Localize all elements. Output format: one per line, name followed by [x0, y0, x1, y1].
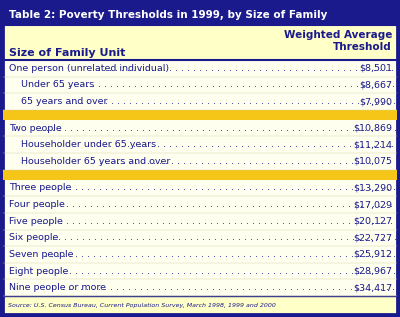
Text: . . . . . . . . . . . . . . . . . . . . . . . . . . . . . . . . . . . . . . . . : . . . . . . . . . . . . . . . . . . . . …: [69, 97, 399, 106]
Text: Four people: Four people: [9, 200, 65, 209]
Text: Householder 65 years and over: Householder 65 years and over: [21, 157, 170, 166]
Text: . . . . . . . . . . . . . . . . . . . . . . . . . . . . . . . . . . . . . . . . : . . . . . . . . . . . . . . . . . . . . …: [40, 233, 400, 242]
Text: Six people: Six people: [9, 233, 58, 242]
Text: . . . . . . . . . . . . . . . . . . . . . . . . . . . . . . . . . . . . . . . . : . . . . . . . . . . . . . . . . . . . . …: [92, 140, 398, 149]
Bar: [3, 3, 397, 25]
Text: . . . . . . . . . . . . . . . . . . . . . . . . . . . . . . . . . . . . . . . . : . . . . . . . . . . . . . . . . . . . . …: [97, 64, 397, 73]
Text: $10,869: $10,869: [353, 124, 392, 133]
Text: Weighted Average: Weighted Average: [284, 30, 392, 40]
Text: $7,990: $7,990: [359, 97, 392, 106]
Text: 65 years and over: 65 years and over: [21, 97, 108, 106]
Text: $20,127: $20,127: [353, 217, 392, 226]
Text: Five people: Five people: [9, 217, 63, 226]
Text: . . . . . . . . . . . . . . . . . . . . . . . . . . . . . . . . . . . . . . . . : . . . . . . . . . . . . . . . . . . . . …: [62, 283, 398, 292]
Text: $22,727: $22,727: [353, 233, 392, 242]
Text: $13,290: $13,290: [353, 184, 392, 192]
Text: Under 65 years: Under 65 years: [21, 81, 94, 89]
Text: . . . . . . . . . . . . . . . . . . . . . . . . . . . . . . . . . . . . . . . . : . . . . . . . . . . . . . . . . . . . . …: [99, 157, 393, 166]
Text: Householder under 65 years: Householder under 65 years: [21, 140, 156, 149]
Text: Table 2: Poverty Thresholds in 1999, by Size of Family: Table 2: Poverty Thresholds in 1999, by …: [9, 10, 327, 20]
Text: $17,029: $17,029: [353, 200, 392, 209]
Text: $25,912: $25,912: [353, 250, 392, 259]
Bar: [3, 25, 397, 60]
Text: Eight people: Eight people: [9, 267, 68, 275]
Text: Threshold: Threshold: [333, 42, 392, 52]
Bar: [3, 60, 397, 296]
Text: $11,214: $11,214: [353, 140, 392, 149]
Bar: [3, 110, 397, 120]
Bar: [3, 170, 397, 180]
Text: . . . . . . . . . . . . . . . . . . . . . . . . . . . . . . . . . . . . . . . . : . . . . . . . . . . . . . . . . . . . . …: [45, 267, 399, 275]
Text: . . . . . . . . . . . . . . . . . . . . . . . . . . . . . . . . . . . . . . . . : . . . . . . . . . . . . . . . . . . . . …: [45, 250, 399, 259]
Text: $10,075: $10,075: [353, 157, 392, 166]
Text: One person (unrelated individual): One person (unrelated individual): [9, 64, 169, 73]
Text: Source: U.S. Census Bureau, Current Population Survey, March 1998, 1999 and 2000: Source: U.S. Census Bureau, Current Popu…: [8, 302, 276, 307]
Text: Size of Family Unit: Size of Family Unit: [9, 48, 125, 58]
Text: Nine people or more: Nine people or more: [9, 283, 106, 292]
Text: Two people: Two people: [9, 124, 62, 133]
Text: $34,417: $34,417: [353, 283, 392, 292]
Text: . . . . . . . . . . . . . . . . . . . . . . . . . . . . . . . . . . . . . . . . : . . . . . . . . . . . . . . . . . . . . …: [42, 217, 400, 226]
Text: . . . . . . . . . . . . . . . . . . . . . . . . . . . . . . . . . . . . . . . . : . . . . . . . . . . . . . . . . . . . . …: [40, 124, 400, 133]
Text: Three people: Three people: [9, 184, 71, 192]
Bar: [3, 296, 397, 314]
Text: $28,967: $28,967: [353, 267, 392, 275]
Text: $8,667: $8,667: [359, 81, 392, 89]
Text: . . . . . . . . . . . . . . . . . . . . . . . . . . . . . . . . . . . . . . . . : . . . . . . . . . . . . . . . . . . . . …: [42, 200, 400, 209]
Text: $8,501: $8,501: [359, 64, 392, 73]
Text: Seven people: Seven people: [9, 250, 74, 259]
Text: . . . . . . . . . . . . . . . . . . . . . . . . . . . . . . . . . . . . . . . . : . . . . . . . . . . . . . . . . . . . . …: [62, 81, 400, 89]
Text: . . . . . . . . . . . . . . . . . . . . . . . . . . . . . . . . . . . . . . . . : . . . . . . . . . . . . . . . . . . . . …: [45, 184, 399, 192]
